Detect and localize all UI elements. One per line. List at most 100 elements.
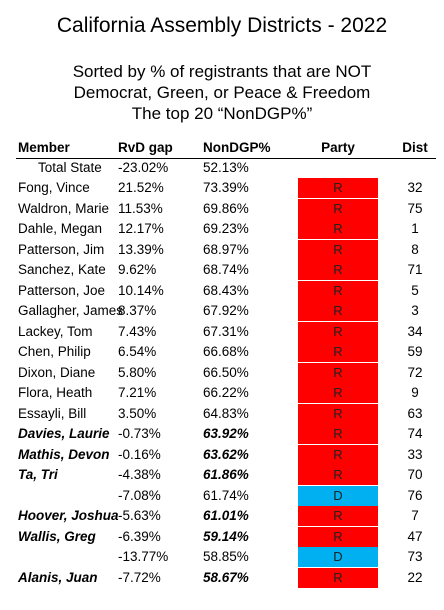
district: 76 [407,487,423,503]
member-name: Gallagher, James [18,303,124,318]
party-cell [298,362,378,383]
party: R [333,385,343,400]
member-name: Sanchez, Kate [18,262,106,277]
party-cell [298,506,378,526]
rvd-gap: -4.38% [118,467,161,482]
nondgp-pct: 73.39% [203,180,249,195]
column-header: NonDGP% [203,140,271,155]
party-cell [298,403,378,424]
party: R [333,180,343,195]
nondgp-pct: 61.74% [203,487,249,503]
rvd-gap: -13.77% [118,549,169,564]
party: R [333,344,343,359]
district: 63 [407,405,423,421]
member-name: Davies, Laurie [18,426,110,441]
title: California Assembly Districts - 2022 [56,14,388,37]
nondgp-pct: 67.31% [203,323,249,339]
subtitle: The top 20 “NonDGP%” [131,104,313,123]
party-cell [298,485,378,506]
party: R [333,241,343,257]
district: 5 [411,282,419,298]
nondgp-pct: 66.68% [203,344,249,359]
party: R [333,426,343,441]
member-name: Chen, Philip [18,344,91,359]
member-name: Patterson, Joe [18,282,106,298]
total-rvd: -23.02% [118,160,169,175]
party: R [333,200,343,216]
district: 73 [407,549,423,564]
member-name: Fong, Vince [18,180,90,195]
nondgp-pct: 58.67% [203,569,249,585]
rvd-gap: 6.54% [118,344,157,359]
subtitle: Sorted by % of registrants that are NOT [72,62,372,81]
district: 3 [411,303,419,318]
party-cell [298,383,378,403]
member-name: Mathis, Devon [18,446,110,462]
column-header: RvD gap [118,140,173,155]
party: R [333,262,343,277]
member-name: Waldron, Marie [18,200,110,216]
district: 71 [407,262,423,277]
rvd-gap: 7.21% [118,385,157,400]
column-header: Party [321,140,355,155]
member-name: Ta, Tri [18,467,58,482]
party: R [333,528,343,544]
nondgp-pct: 66.50% [203,364,249,380]
district: 1 [411,221,419,236]
nondgp-pct: 61.86% [203,467,249,482]
member-name: Flora, Heath [18,385,93,400]
nondgp-pct: 68.74% [203,262,249,277]
nondgp-pct: 63.62% [203,446,249,462]
party: R [333,446,343,462]
party-cell [298,239,378,260]
nondgp-pct: 64.83% [203,405,249,421]
column-header: Member [18,140,70,155]
rvd-gap: -7.72% [118,569,161,585]
party: R [333,569,343,585]
party: R [333,467,343,482]
party-cell [298,526,378,547]
rvd-gap: -0.16% [118,446,161,462]
party: R [333,221,343,236]
header-rule [16,158,436,159]
district: 8 [411,241,419,257]
nondgp-pct: 68.43% [203,282,249,298]
district: 59 [407,344,423,359]
district: 72 [407,364,423,380]
party-cell [298,301,378,321]
subtitle: Democrat, Green, or Peace & Freedom [73,83,371,102]
party-cell [298,547,378,567]
party-cell [298,198,378,219]
party-cell [298,424,378,444]
rvd-gap: 5.80% [118,364,157,380]
rvd-gap: -5.63% [118,508,161,523]
nondgp-pct: 63.92% [203,426,249,441]
member-name: Lackey, Tom [18,323,93,339]
member-name: Dixon, Diane [18,364,96,380]
rvd-gap: 11.53% [118,200,163,216]
nondgp-pct: 66.22% [203,385,249,400]
rvd-gap: -0.73% [118,426,161,441]
nondgp-pct: 68.97% [203,241,249,257]
party: R [333,282,343,298]
nondgp-pct: 69.23% [203,221,249,236]
member-name: Alanis, Juan [18,569,98,585]
party-cell [298,280,378,301]
district: 70 [407,467,423,482]
rvd-gap: 8.37% [118,303,157,318]
nondgp-pct: 67.92% [203,303,249,318]
member-name: Patterson, Jim [18,241,105,257]
total-label: Total State [38,160,102,175]
district: 33 [407,446,423,462]
district: 75 [407,200,423,216]
column-header: Dist [402,140,428,155]
party: R [333,303,343,318]
party-cell [298,465,378,485]
party-cell [298,342,378,362]
district: 47 [407,528,423,544]
party: D [333,487,343,503]
district: 34 [407,323,423,339]
total-nondgp: 52.13% [203,160,249,175]
nondgp-pct: 69.86% [203,200,249,216]
